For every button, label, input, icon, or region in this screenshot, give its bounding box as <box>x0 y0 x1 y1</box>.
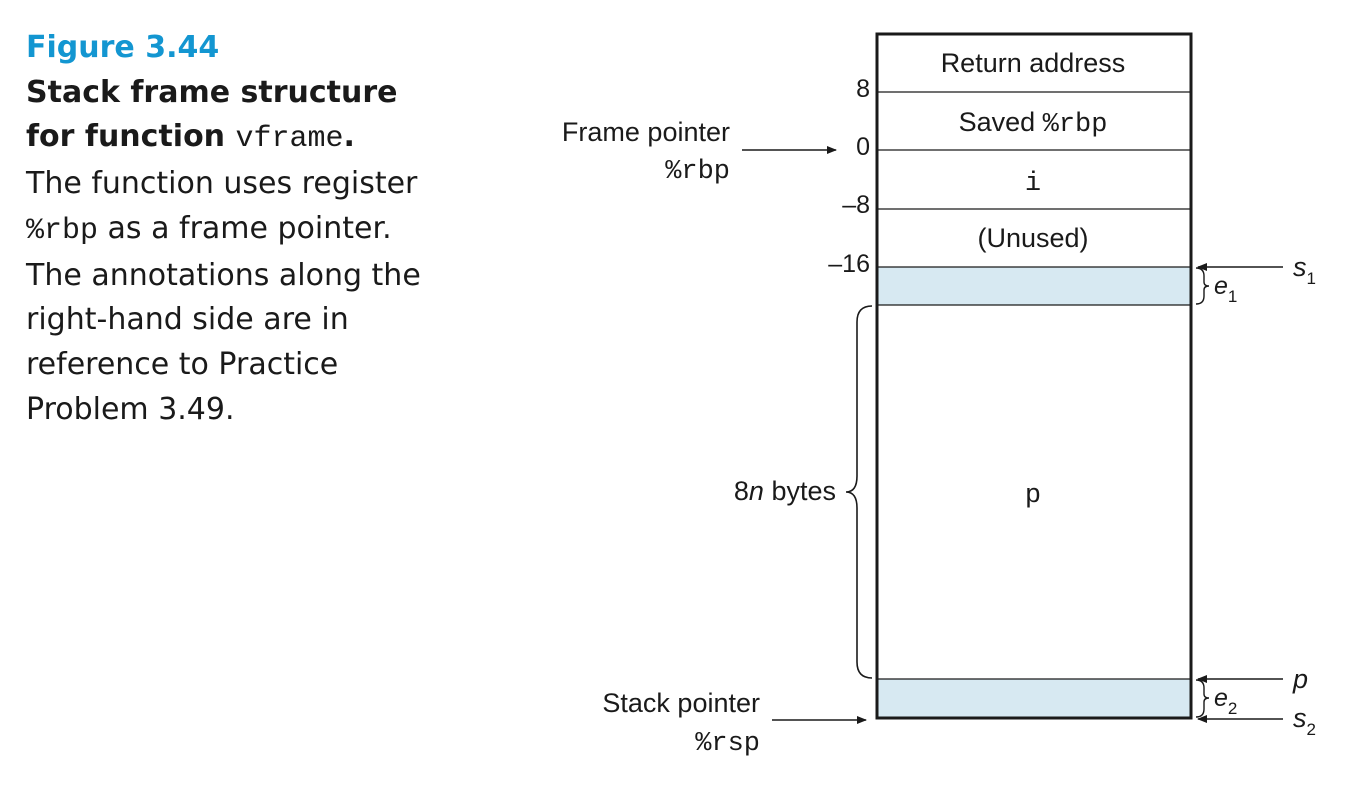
s2-label: s2 <box>1293 703 1316 739</box>
stack-pointer-label: Stack pointer <box>602 688 760 718</box>
figure-title-text: Stack frame structure for function <box>26 74 398 155</box>
figure-title-end: . <box>343 119 355 155</box>
offset-8: 8 <box>856 75 870 103</box>
e2-label: e2 <box>1214 684 1237 718</box>
frame-pointer-register: %rbp <box>665 157 730 187</box>
e2-base: e <box>1214 684 1228 712</box>
offset-minus-16: –16 <box>828 250 870 278</box>
e1-shaded-region <box>877 267 1190 305</box>
offset-0: 0 <box>856 133 870 161</box>
cell-p: p <box>1025 481 1041 511</box>
e2-sub: 2 <box>1228 699 1237 718</box>
s2-sub: 2 <box>1307 720 1316 739</box>
e1-sub: 1 <box>1228 287 1237 306</box>
figure-title: Stack frame structure for function vfram… <box>26 71 446 162</box>
size-num: 8 <box>734 476 749 506</box>
cell-dividers <box>877 91 1191 680</box>
figure-description: The function uses register %rbp as a fra… <box>26 162 446 432</box>
size-var: n <box>749 476 764 506</box>
stack-pointer-register: %rsp <box>695 729 760 759</box>
figure-title-code: vframe <box>235 122 344 157</box>
size-brace <box>845 305 873 679</box>
cell-saved-label: Saved <box>959 107 1043 137</box>
s1-sub: 1 <box>1307 269 1316 288</box>
s1-base: s <box>1293 252 1307 282</box>
figure-body-2: as a frame pointer. The annotations alon… <box>26 210 421 427</box>
stack-frame-box <box>875 32 1193 720</box>
cell-return-address: Return address <box>941 48 1126 78</box>
p-label: p <box>1292 664 1308 694</box>
figure-caption: Figure 3.44 Stack frame structure for fu… <box>26 26 446 432</box>
e1-label: e1 <box>1214 272 1237 306</box>
size-label: 8n bytes <box>734 476 836 506</box>
cell-saved-code: %rbp <box>1043 110 1108 140</box>
s1-label: s1 <box>1293 252 1316 288</box>
e1-base: e <box>1214 272 1228 300</box>
frame-pointer-label: Frame pointer <box>562 117 730 147</box>
size-unit: bytes <box>764 476 836 506</box>
cell-i: i <box>1025 169 1041 199</box>
figure-body-code: %rbp <box>26 213 99 248</box>
e2-brace <box>1195 679 1210 718</box>
figure-number: Figure 3.44 <box>26 30 220 65</box>
offset-minus-8: –8 <box>842 191 870 219</box>
figure-body-1: The function uses register <box>26 166 418 202</box>
e1-brace <box>1195 267 1210 305</box>
e2-shaded-region <box>877 679 1190 718</box>
cell-unused: (Unused) <box>977 223 1088 253</box>
cell-saved-rbp: Saved %rbp <box>959 107 1108 140</box>
s2-base: s <box>1293 703 1307 733</box>
